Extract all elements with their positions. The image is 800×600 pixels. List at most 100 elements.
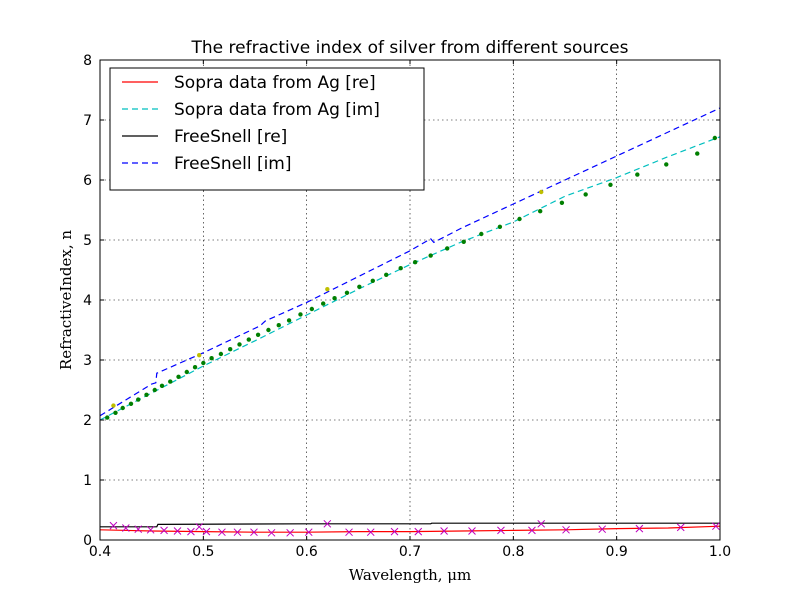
data-marker-x [497, 526, 505, 535]
data-point [144, 392, 149, 397]
data-marker-x [468, 527, 476, 535]
y-tick-label: 5 [83, 233, 92, 249]
data-point [286, 318, 292, 323]
data-marker-x [267, 528, 276, 537]
series-line-4 [99, 107, 721, 417]
series-layer [99, 107, 721, 533]
legend-label: Sopra data from Ag [re] [174, 73, 376, 93]
data-marker-x [390, 527, 399, 536]
data-point [237, 342, 242, 347]
y-axis-ticks: 0 1 2 3 4 5 6 7 8 [83, 53, 720, 549]
data-point [712, 135, 718, 141]
legend-label: FreeSnell [im] [174, 154, 292, 174]
x-tick-label: 0.5 [192, 544, 214, 560]
data-point [608, 182, 613, 187]
data-point [539, 189, 544, 195]
data-marker-x [414, 527, 423, 536]
data-point [332, 296, 337, 301]
data-point [168, 379, 173, 384]
data-marker-x [676, 523, 685, 532]
y-tick-label: 7 [83, 113, 92, 129]
grid [100, 60, 720, 540]
x-tick-label: 0.8 [502, 544, 524, 560]
x-tick-label: 1.0 [709, 544, 731, 560]
data-point [398, 266, 403, 271]
data-point [517, 216, 522, 222]
y-tick-label: 3 [83, 353, 92, 369]
data-point [479, 231, 484, 237]
legend-label: FreeSnell [re] [174, 127, 287, 147]
data-point [201, 360, 206, 366]
data-point [113, 410, 118, 415]
legend-box [109, 67, 425, 191]
data-marker-x [160, 526, 168, 535]
data-point [309, 306, 315, 312]
data-point [159, 383, 165, 388]
data-marker-x [202, 527, 211, 536]
data-point [384, 272, 389, 277]
y-tick-label: 1 [83, 473, 92, 489]
x-tick-label: 0.7 [399, 544, 421, 560]
series-line-2 [99, 136, 721, 421]
data-point [276, 323, 281, 328]
data-marker-x [218, 528, 226, 537]
data-point [255, 332, 261, 337]
data-marker-x [187, 527, 195, 536]
data-marker-x [635, 524, 644, 533]
x-tick-label: 0.4 [89, 544, 111, 560]
x-axis-label: Wavelength, μm [349, 566, 472, 584]
data-point [635, 172, 640, 177]
data-marker-x [121, 524, 130, 532]
data-point [664, 162, 669, 167]
legend: Sopra data from Ag [re] Sopra data from A… [109, 67, 425, 191]
data-marker-x [712, 522, 720, 531]
data-point [184, 369, 189, 375]
data-point [344, 290, 350, 295]
data-marker-x [250, 528, 258, 537]
data-point [445, 246, 450, 251]
series-line-3 [100, 522, 720, 528]
data-point [209, 356, 214, 361]
y-tick-label: 8 [83, 53, 92, 69]
data-marker-x [173, 527, 182, 535]
data-marker-x [304, 528, 313, 537]
data-marker-x [233, 528, 242, 537]
data-point [105, 415, 110, 420]
data-marker-x [562, 525, 570, 534]
x-tick-label: 0.6 [296, 544, 318, 560]
data-point [228, 347, 233, 352]
data-point [111, 403, 116, 408]
data-point [357, 284, 362, 289]
x-axis-ticks: 0.4 0.5 0.6 0.7 0.8 0.9 1.0 [89, 60, 731, 560]
data-point [497, 224, 503, 229]
data-marker-x [195, 522, 204, 531]
data-marker-x [440, 527, 448, 535]
data-point [266, 327, 271, 333]
data-point [428, 253, 433, 258]
y-axis-label: RefractiveIndex, n [57, 230, 75, 370]
chart-title: The refractive index of silver from diff… [191, 38, 629, 58]
data-point [695, 151, 700, 156]
data-marker-x [528, 526, 536, 535]
data-point [246, 337, 251, 342]
y-tick-label: 4 [83, 293, 92, 309]
data-point [298, 312, 303, 317]
data-point [583, 192, 588, 197]
data-point [370, 278, 375, 283]
data-point [128, 401, 134, 406]
data-point [176, 374, 181, 379]
data-marker-x [286, 528, 294, 537]
data-point [325, 287, 330, 292]
data-point [136, 397, 141, 402]
data-point [152, 387, 157, 393]
data-point [412, 260, 418, 265]
data-point [120, 405, 125, 411]
data-point [197, 353, 202, 358]
data-point [321, 301, 326, 306]
series-line-1 [99, 525, 721, 533]
data-point [538, 209, 543, 214]
data-marker-x [366, 528, 375, 537]
data-point [461, 239, 466, 244]
data-point [559, 200, 565, 205]
